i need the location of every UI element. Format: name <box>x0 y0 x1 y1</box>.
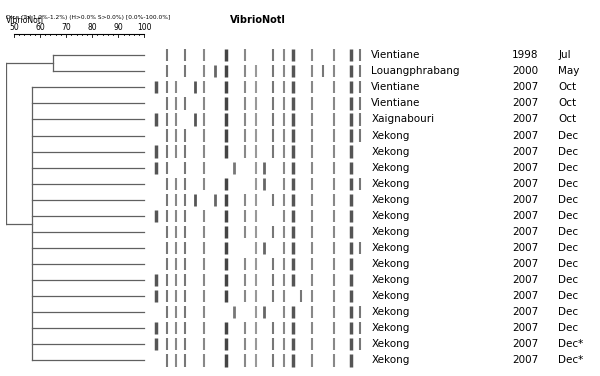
Text: Dec: Dec <box>559 227 578 237</box>
Text: Xekong: Xekong <box>371 259 410 269</box>
Text: Xekong: Xekong <box>371 243 410 253</box>
Text: Dec: Dec <box>559 323 578 333</box>
Text: Xekong: Xekong <box>371 195 410 205</box>
Text: 2007: 2007 <box>512 259 538 269</box>
Text: 80: 80 <box>88 23 97 32</box>
Text: Xekong: Xekong <box>371 275 410 285</box>
Text: Xekong: Xekong <box>371 147 410 156</box>
Text: Xekong: Xekong <box>371 227 410 237</box>
Text: 2007: 2007 <box>512 340 538 349</box>
Text: 2007: 2007 <box>512 114 538 124</box>
Text: 100: 100 <box>137 23 152 32</box>
Text: 2007: 2007 <box>512 179 538 189</box>
Text: 2007: 2007 <box>512 227 538 237</box>
Text: 2007: 2007 <box>512 323 538 333</box>
Text: Xekong: Xekong <box>371 307 410 317</box>
Text: Louangphrabang: Louangphrabang <box>371 66 460 76</box>
Text: Xekong: Xekong <box>371 211 410 221</box>
Text: 2007: 2007 <box>512 130 538 141</box>
Text: VibrioNotI: VibrioNotI <box>6 17 44 26</box>
Text: VibrioNotI: VibrioNotI <box>230 15 286 26</box>
Text: 70: 70 <box>61 23 71 32</box>
Text: Vientiane: Vientiane <box>371 50 421 60</box>
Text: Xekong: Xekong <box>371 340 410 349</box>
Text: Dec: Dec <box>559 163 578 173</box>
Text: Xekong: Xekong <box>371 291 410 301</box>
Text: 1998: 1998 <box>512 50 539 60</box>
Text: Dec: Dec <box>559 130 578 141</box>
Text: 2007: 2007 <box>512 211 538 221</box>
Text: Dec: Dec <box>559 291 578 301</box>
Text: Dec: Dec <box>559 259 578 269</box>
Text: Vientiane: Vientiane <box>371 99 421 108</box>
Text: Jul: Jul <box>559 50 571 60</box>
Text: Oct: Oct <box>559 99 577 108</box>
Text: Xaignabouri: Xaignabouri <box>371 114 434 124</box>
Text: 50: 50 <box>9 23 19 32</box>
Text: 2007: 2007 <box>512 99 538 108</box>
Text: 2000: 2000 <box>512 66 538 76</box>
Text: Dec: Dec <box>559 147 578 156</box>
Text: Dec: Dec <box>559 275 578 285</box>
Text: 2007: 2007 <box>512 291 538 301</box>
Text: Oct: Oct <box>559 82 577 92</box>
Text: Dice (Tol 1.2%-1.2%) (H>0.0% S>0.0%) [0.0%-100.0%]: Dice (Tol 1.2%-1.2%) (H>0.0% S>0.0%) [0.… <box>6 15 170 20</box>
Text: 2007: 2007 <box>512 243 538 253</box>
Text: Oct: Oct <box>559 114 577 124</box>
Text: Dec: Dec <box>559 307 578 317</box>
Text: 90: 90 <box>113 23 123 32</box>
Text: Dec: Dec <box>559 211 578 221</box>
Text: Dec: Dec <box>559 243 578 253</box>
Text: Xekong: Xekong <box>371 355 410 365</box>
Text: 2007: 2007 <box>512 147 538 156</box>
Text: 2007: 2007 <box>512 82 538 92</box>
Text: 2007: 2007 <box>512 275 538 285</box>
Text: 2007: 2007 <box>512 355 538 365</box>
Text: 2007: 2007 <box>512 163 538 173</box>
Text: Xekong: Xekong <box>371 179 410 189</box>
Text: Dec*: Dec* <box>559 340 584 349</box>
Text: Xekong: Xekong <box>371 323 410 333</box>
Text: Xekong: Xekong <box>371 130 410 141</box>
Text: Dec: Dec <box>559 179 578 189</box>
Text: Vientiane: Vientiane <box>371 82 421 92</box>
Text: 2007: 2007 <box>512 195 538 205</box>
Text: Dec: Dec <box>559 195 578 205</box>
Text: 60: 60 <box>35 23 45 32</box>
Text: Dec*: Dec* <box>559 355 584 365</box>
Text: Xekong: Xekong <box>371 163 410 173</box>
Text: May: May <box>559 66 580 76</box>
Text: 2007: 2007 <box>512 307 538 317</box>
